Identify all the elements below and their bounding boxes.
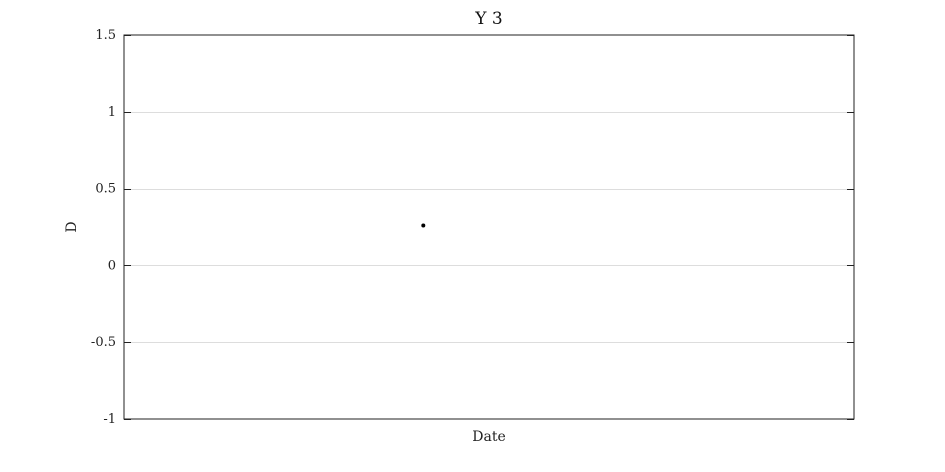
scatter-points [421,223,426,228]
y-tick-labels: -1 -0.5 0 0.5 1 1.5 [91,28,116,427]
y-tick-label: -0.5 [91,335,116,350]
plot-area-frame [123,34,855,420]
data-point [421,223,426,228]
y-tick-label: 0 [108,258,116,273]
y-tick-label: -1 [103,412,116,427]
gridlines [124,112,854,343]
y-tick-label: 1 [108,105,116,120]
y-tick-label: 0.5 [95,182,116,197]
chart-title: Y 3 [474,9,502,29]
y-axis-label: D [64,221,80,232]
y-tick-label: 1.5 [95,28,116,43]
x-axis-label: Date [472,429,505,445]
